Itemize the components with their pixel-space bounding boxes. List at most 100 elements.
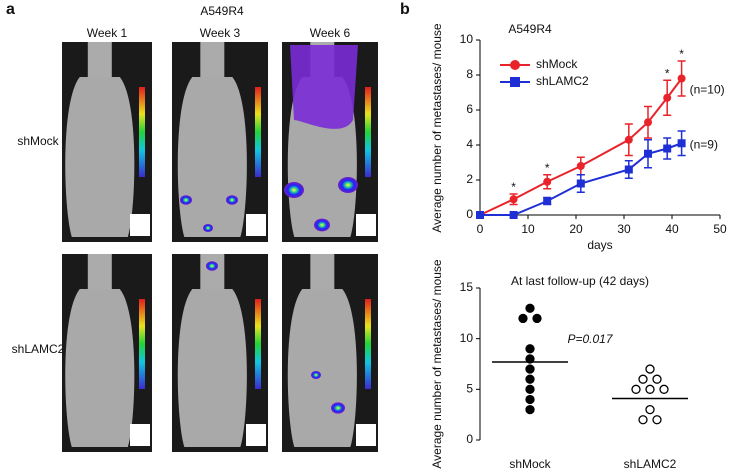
point [644,149,652,158]
point [509,195,518,204]
point [476,211,484,219]
point [525,374,535,384]
point [644,118,652,127]
signal-spot [338,177,358,193]
colorbar [255,87,261,177]
point [509,211,518,219]
y-tick-label: 6 [466,102,473,116]
point [652,374,662,384]
y-tick-label: 4 [466,137,473,151]
annotation: P=0.017 [567,332,613,346]
mouse-body [287,289,357,447]
point [652,415,662,425]
signal-spot [284,182,304,198]
point [677,74,686,83]
color-scale-box [356,424,376,446]
point [525,344,535,354]
column-label: Week 1 [87,26,128,40]
y-axis-label: Average number of metastases/ mouse [430,23,444,233]
panel-a: a A549R4 Week 1 Week 3 Week 6 shMock shL… [6,1,351,356]
x-tick-label: 40 [665,222,679,236]
mouse-body [65,289,135,447]
row-label: shMock [17,134,59,148]
x-tick-label: 50 [713,222,727,236]
signal-spot [206,261,218,271]
legend-label: shLAMC2 [536,74,589,88]
color-scale-box [130,214,150,236]
point [677,139,686,148]
signal-spot [311,371,321,379]
significance-mark: * [665,66,670,80]
point [631,384,641,394]
colorbar [139,87,145,177]
y-tick-label: 10 [460,32,474,46]
legend-marker [510,77,520,87]
mouse-body [177,289,247,447]
panel-label: a [6,1,15,18]
signal-spot [314,218,330,232]
point [525,404,535,415]
signal-spot [203,224,213,232]
colorbar [255,299,261,389]
point [645,404,655,415]
row-label: shLAMC2 [12,342,65,356]
point [638,415,648,425]
x-axis-label: days [587,238,612,252]
point [525,394,535,405]
point [543,177,552,186]
x-tick-label: 30 [617,222,631,236]
signal-spot [180,195,192,205]
mouse-images [62,42,378,452]
mouse-body [177,77,247,237]
restrainer [200,42,225,82]
point [645,364,655,374]
colorbar [365,87,371,177]
color-scale-box [246,214,266,236]
point [645,384,655,394]
signal-spot [331,402,345,414]
y-tick-label: 0 [466,207,473,221]
color-scale-box [246,424,266,446]
y-tick-label: 10 [460,331,474,345]
point [576,162,585,170]
restrainer [87,42,112,82]
colorbar [365,299,371,389]
y-tick-label: 5 [466,382,473,396]
column-label: Week 6 [310,26,351,40]
significance-mark: * [545,161,550,175]
point [576,179,585,188]
point [518,313,528,324]
y-tick-label: 15 [460,280,474,294]
column-label: Week 3 [200,26,241,40]
panel-title: A549R4 [200,4,244,18]
chart-title: A549R4 [508,22,552,36]
restrainer [200,254,225,294]
series-end-label: (n=10) [690,83,725,97]
legend-marker [510,60,520,70]
point [543,197,552,205]
y-tick-label: 0 [466,432,473,446]
signal-spot [226,195,238,205]
x-tick-label: 20 [569,222,583,236]
colorbar [139,299,145,389]
series-line [479,77,683,216]
point [525,384,535,394]
chart-title: At last follow-up (42 days) [511,274,649,288]
x-tick-label: 0 [477,222,484,236]
restrainer [310,254,335,294]
series-end-label: (n=9) [690,137,718,151]
y-tick-label: 2 [466,172,473,186]
x-tick-label: shMock [509,457,551,471]
y-axis-label: Average number of metastases/ mouse [430,259,444,469]
point [525,303,535,313]
point [624,135,633,144]
restrainer [87,254,112,294]
point [525,354,535,364]
point [638,374,648,384]
color-scale-box [130,424,150,446]
mouse-body [65,77,135,237]
y-tick-label: 8 [466,67,473,81]
x-tick-label: 10 [521,222,535,236]
point [624,165,633,174]
